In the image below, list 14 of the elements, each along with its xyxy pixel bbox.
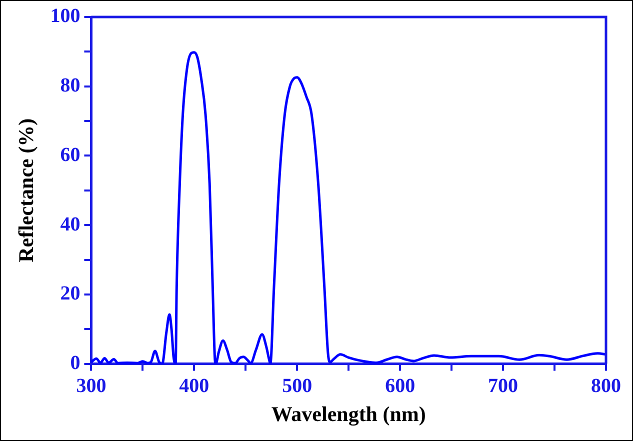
x-tick-label: 300 [76,374,106,397]
y-tick-label: 40 [60,213,80,236]
x-tick-label: 500 [282,374,312,397]
y-axis-title: Reflectance (%) [14,118,38,262]
x-tick-label: 800 [591,374,621,397]
x-tick-label: 600 [385,374,416,397]
y-tick-label: 20 [60,282,80,305]
y-tick-label: 60 [60,144,80,166]
x-tick-label: 700 [488,374,518,397]
y-tick-label: 80 [60,74,80,97]
x-tick-label: 400 [179,374,210,397]
y-tick-label: 0 [70,352,80,374]
y-tick-label: 100 [50,5,80,28]
x-axis-title: Wavelength (nm) [271,402,426,426]
